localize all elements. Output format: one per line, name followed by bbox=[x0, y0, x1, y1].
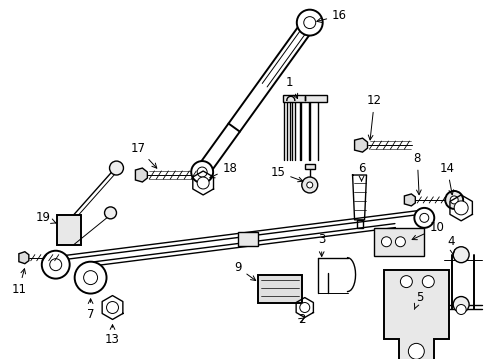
Polygon shape bbox=[384, 270, 448, 360]
Text: 10: 10 bbox=[411, 221, 444, 240]
Circle shape bbox=[413, 208, 433, 228]
Circle shape bbox=[301, 177, 317, 193]
Text: 13: 13 bbox=[105, 325, 120, 346]
Text: 14: 14 bbox=[439, 162, 454, 195]
Text: 5: 5 bbox=[413, 291, 422, 309]
Text: 12: 12 bbox=[366, 94, 381, 140]
Circle shape bbox=[50, 259, 61, 271]
Circle shape bbox=[422, 276, 433, 288]
Bar bbox=[304, 164, 314, 169]
Text: 19: 19 bbox=[35, 211, 56, 224]
Circle shape bbox=[75, 262, 106, 293]
Circle shape bbox=[106, 302, 118, 314]
Bar bbox=[238, 232, 258, 246]
Circle shape bbox=[395, 237, 405, 247]
Bar bbox=[282, 95, 326, 102]
Text: 11: 11 bbox=[11, 269, 26, 296]
Text: 1: 1 bbox=[285, 76, 297, 99]
Text: 2: 2 bbox=[297, 313, 305, 326]
Bar bbox=[57, 215, 81, 245]
Circle shape bbox=[452, 247, 468, 263]
Circle shape bbox=[407, 343, 424, 359]
Circle shape bbox=[381, 237, 390, 247]
Bar bbox=[258, 275, 301, 302]
Circle shape bbox=[449, 196, 457, 204]
Circle shape bbox=[191, 161, 213, 183]
Circle shape bbox=[303, 17, 315, 28]
Circle shape bbox=[299, 302, 309, 312]
Bar bbox=[356, 220, 362, 228]
Text: 15: 15 bbox=[270, 166, 302, 182]
Text: 17: 17 bbox=[131, 141, 157, 168]
Circle shape bbox=[296, 10, 322, 36]
Circle shape bbox=[419, 213, 428, 222]
Circle shape bbox=[400, 276, 411, 288]
Circle shape bbox=[306, 182, 312, 188]
Circle shape bbox=[104, 207, 116, 219]
Text: 4: 4 bbox=[447, 235, 454, 255]
Circle shape bbox=[452, 297, 468, 312]
Text: 18: 18 bbox=[209, 162, 237, 178]
Polygon shape bbox=[404, 194, 414, 206]
Text: 7: 7 bbox=[87, 299, 94, 321]
Polygon shape bbox=[135, 168, 147, 182]
Circle shape bbox=[455, 305, 465, 315]
Text: 9: 9 bbox=[234, 261, 255, 280]
Bar bbox=[374, 228, 424, 256]
Text: 3: 3 bbox=[317, 233, 325, 256]
Circle shape bbox=[83, 271, 98, 285]
Text: 8: 8 bbox=[413, 152, 420, 195]
Circle shape bbox=[197, 177, 209, 189]
Circle shape bbox=[41, 251, 69, 279]
Text: 6: 6 bbox=[357, 162, 365, 181]
Circle shape bbox=[453, 201, 467, 215]
Polygon shape bbox=[354, 138, 367, 152]
Circle shape bbox=[444, 191, 462, 209]
Text: 16: 16 bbox=[316, 9, 346, 22]
Circle shape bbox=[197, 167, 207, 177]
Polygon shape bbox=[19, 252, 29, 264]
Circle shape bbox=[109, 161, 123, 175]
